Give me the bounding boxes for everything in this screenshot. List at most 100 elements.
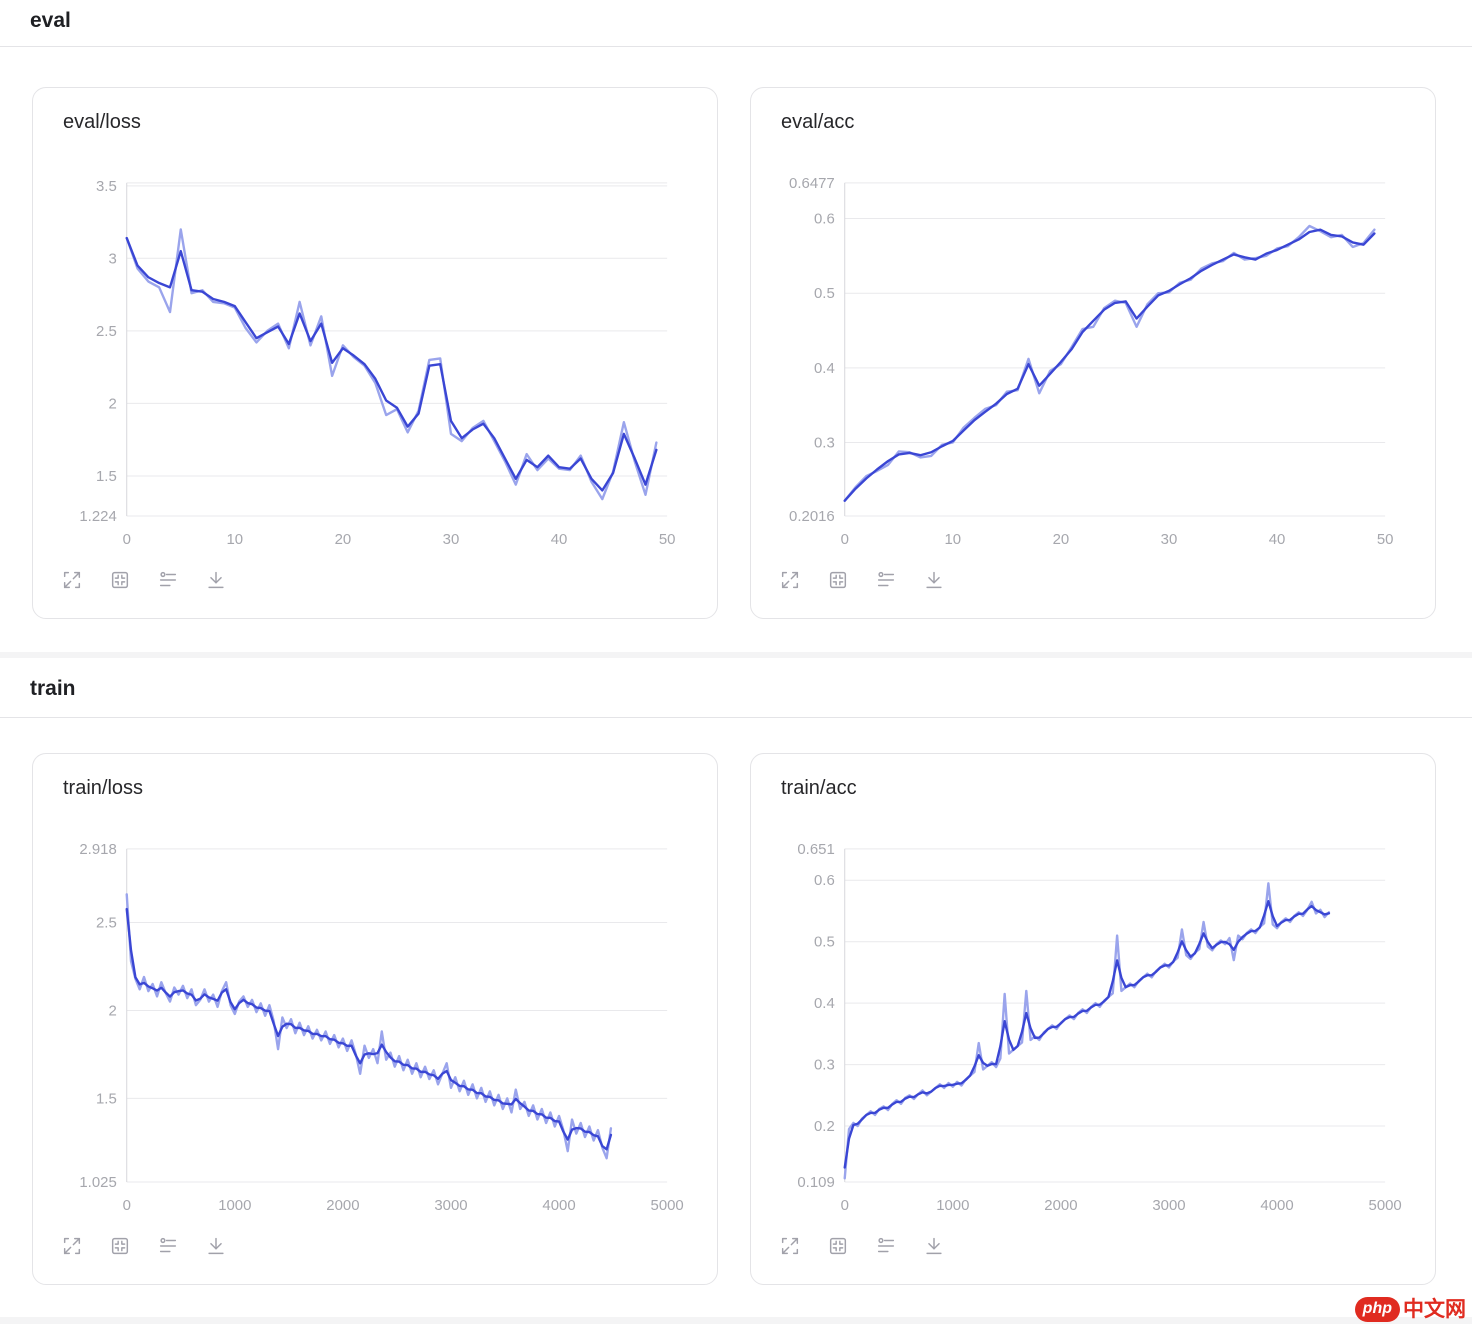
- svg-text:4000: 4000: [1260, 1197, 1293, 1214]
- svg-text:1.025: 1.025: [79, 1174, 116, 1191]
- svg-text:0: 0: [123, 531, 131, 548]
- fit-view-button[interactable]: [827, 1235, 849, 1257]
- svg-text:0.109: 0.109: [797, 1174, 834, 1191]
- download-icon: [926, 571, 942, 588]
- download-icon: [208, 1237, 224, 1254]
- fit-view-icon: [111, 1237, 129, 1254]
- svg-text:0.5: 0.5: [814, 285, 835, 302]
- svg-text:50: 50: [1377, 531, 1394, 548]
- svg-text:20: 20: [1053, 531, 1070, 548]
- svg-text:0.2: 0.2: [814, 1118, 835, 1135]
- fullscreen-icon: [781, 571, 799, 588]
- svg-text:2: 2: [108, 395, 116, 412]
- chart-toolbar: [61, 569, 717, 591]
- smoothing-button[interactable]: [157, 1235, 179, 1257]
- svg-text:1000: 1000: [218, 1197, 251, 1214]
- fullscreen-icon: [781, 1237, 799, 1254]
- svg-text:0: 0: [123, 1197, 131, 1214]
- svg-text:1.5: 1.5: [96, 1090, 117, 1107]
- chart-title: eval/loss: [63, 111, 141, 133]
- svg-text:40: 40: [1269, 531, 1286, 548]
- svg-text:1000: 1000: [936, 1197, 969, 1214]
- svg-text:1.224: 1.224: [79, 508, 116, 525]
- section-eval: eval eval/loss 1.224 1.5 2 2.5 3 3.5 0 10 20 30 40…: [0, 0, 1472, 652]
- svg-text:50: 50: [659, 531, 676, 548]
- php-logo-badge: php: [1354, 1297, 1400, 1322]
- smoothing-button[interactable]: [875, 1235, 897, 1257]
- download-button[interactable]: [923, 569, 945, 591]
- svg-text:4000: 4000: [542, 1197, 575, 1214]
- download-icon: [208, 571, 224, 588]
- svg-text:10: 10: [226, 531, 243, 548]
- svg-text:3000: 3000: [434, 1197, 467, 1214]
- cards-row-train: train/loss 1.025 1.5 2 2.5 2.918 0 1000 2000 300…: [0, 718, 1472, 1317]
- svg-text:40: 40: [551, 531, 568, 548]
- svg-text:0.2016: 0.2016: [789, 508, 835, 525]
- svg-text:0.6477: 0.6477: [789, 175, 835, 192]
- svg-text:5000: 5000: [651, 1197, 684, 1214]
- download-button[interactable]: [923, 1235, 945, 1257]
- cards-row-eval: eval/loss 1.224 1.5 2 2.5 3 3.5 0 10 20 30 40 50 ev…: [0, 47, 1472, 652]
- chart-title: train/acc: [781, 777, 857, 799]
- chart-canvas-train-loss[interactable]: 1.025 1.5 2 2.5 2.918 0 1000 2000 3000 4000 5000: [33, 826, 716, 1229]
- svg-text:3.5: 3.5: [96, 178, 117, 195]
- chart-card-eval-loss: eval/loss 1.224 1.5 2 2.5 3 3.5 0 10 20 30 40 50: [32, 87, 718, 619]
- chart-title: eval/acc: [781, 111, 855, 133]
- smoothing-icon: [159, 1237, 177, 1253]
- fullscreen-button[interactable]: [779, 569, 801, 591]
- fullscreen-icon: [63, 571, 81, 588]
- fit-view-button[interactable]: [109, 569, 131, 591]
- svg-text:30: 30: [1161, 531, 1178, 548]
- svg-text:0.3: 0.3: [814, 1057, 835, 1074]
- fit-view-icon: [829, 1237, 847, 1254]
- smoothing-icon: [159, 571, 177, 587]
- svg-text:1.5: 1.5: [96, 468, 117, 485]
- smoothing-icon: [877, 1237, 895, 1253]
- fullscreen-button[interactable]: [61, 1235, 83, 1257]
- smoothing-icon: [877, 571, 895, 587]
- fit-view-icon: [829, 571, 847, 588]
- php-chinese-net-watermark: php 中文网: [1354, 1297, 1466, 1322]
- download-button[interactable]: [205, 569, 227, 591]
- download-button[interactable]: [205, 1235, 227, 1257]
- chart-toolbar: [61, 1235, 717, 1257]
- svg-text:0.651: 0.651: [797, 841, 834, 858]
- svg-text:0: 0: [841, 1197, 849, 1214]
- chart-canvas-train-acc[interactable]: 0.109 0.2 0.3 0.4 0.5 0.6 0.651 0 1000 2000 3000 40…: [751, 826, 1434, 1229]
- chart-card-eval-acc: eval/acc 0.2016 0.3 0.4 0.5 0.6 0.6477 0 10 20 30…: [750, 87, 1436, 619]
- svg-text:10: 10: [944, 531, 961, 548]
- svg-text:3000: 3000: [1152, 1197, 1185, 1214]
- fullscreen-button[interactable]: [779, 1235, 801, 1257]
- section-title-train: train: [0, 658, 1472, 718]
- svg-text:0.5: 0.5: [814, 934, 835, 951]
- svg-text:0: 0: [841, 531, 849, 548]
- smoothing-button[interactable]: [875, 569, 897, 591]
- svg-text:20: 20: [335, 531, 352, 548]
- svg-text:5000: 5000: [1369, 1197, 1402, 1214]
- svg-text:0.4: 0.4: [814, 360, 835, 377]
- svg-text:30: 30: [443, 531, 460, 548]
- fullscreen-icon: [63, 1237, 81, 1254]
- chart-toolbar: [779, 569, 1435, 591]
- svg-text:0.6: 0.6: [814, 872, 835, 889]
- watermark-site-name: 中文网: [1403, 1298, 1466, 1321]
- svg-text:2000: 2000: [1044, 1197, 1077, 1214]
- chart-card-train-loss: train/loss 1.025 1.5 2 2.5 2.918 0 1000 2000 300…: [32, 753, 718, 1285]
- fit-view-icon: [111, 571, 129, 588]
- section-title-eval: eval: [0, 0, 1472, 47]
- svg-text:2: 2: [108, 1002, 116, 1019]
- chart-canvas-eval-loss[interactable]: 1.224 1.5 2 2.5 3 3.5 0 10 20 30 40 50: [33, 160, 716, 563]
- svg-text:2000: 2000: [326, 1197, 359, 1214]
- section-train: train train/loss 1.025 1.5 2 2.5 2.918 0 1000 2…: [0, 658, 1472, 1317]
- fit-view-button[interactable]: [827, 569, 849, 591]
- svg-text:2.918: 2.918: [79, 841, 116, 858]
- chart-canvas-eval-acc[interactable]: 0.2016 0.3 0.4 0.5 0.6 0.6477 0 10 20 30 40 50: [751, 160, 1434, 563]
- chart-card-train-acc: train/acc 0.109 0.2 0.3 0.4 0.5 0.6 0.651 0 1000…: [750, 753, 1436, 1285]
- svg-text:3: 3: [108, 250, 116, 267]
- fit-view-button[interactable]: [109, 1235, 131, 1257]
- svg-text:2.5: 2.5: [96, 915, 117, 932]
- fullscreen-button[interactable]: [61, 569, 83, 591]
- smoothing-button[interactable]: [157, 569, 179, 591]
- chart-toolbar: [779, 1235, 1435, 1257]
